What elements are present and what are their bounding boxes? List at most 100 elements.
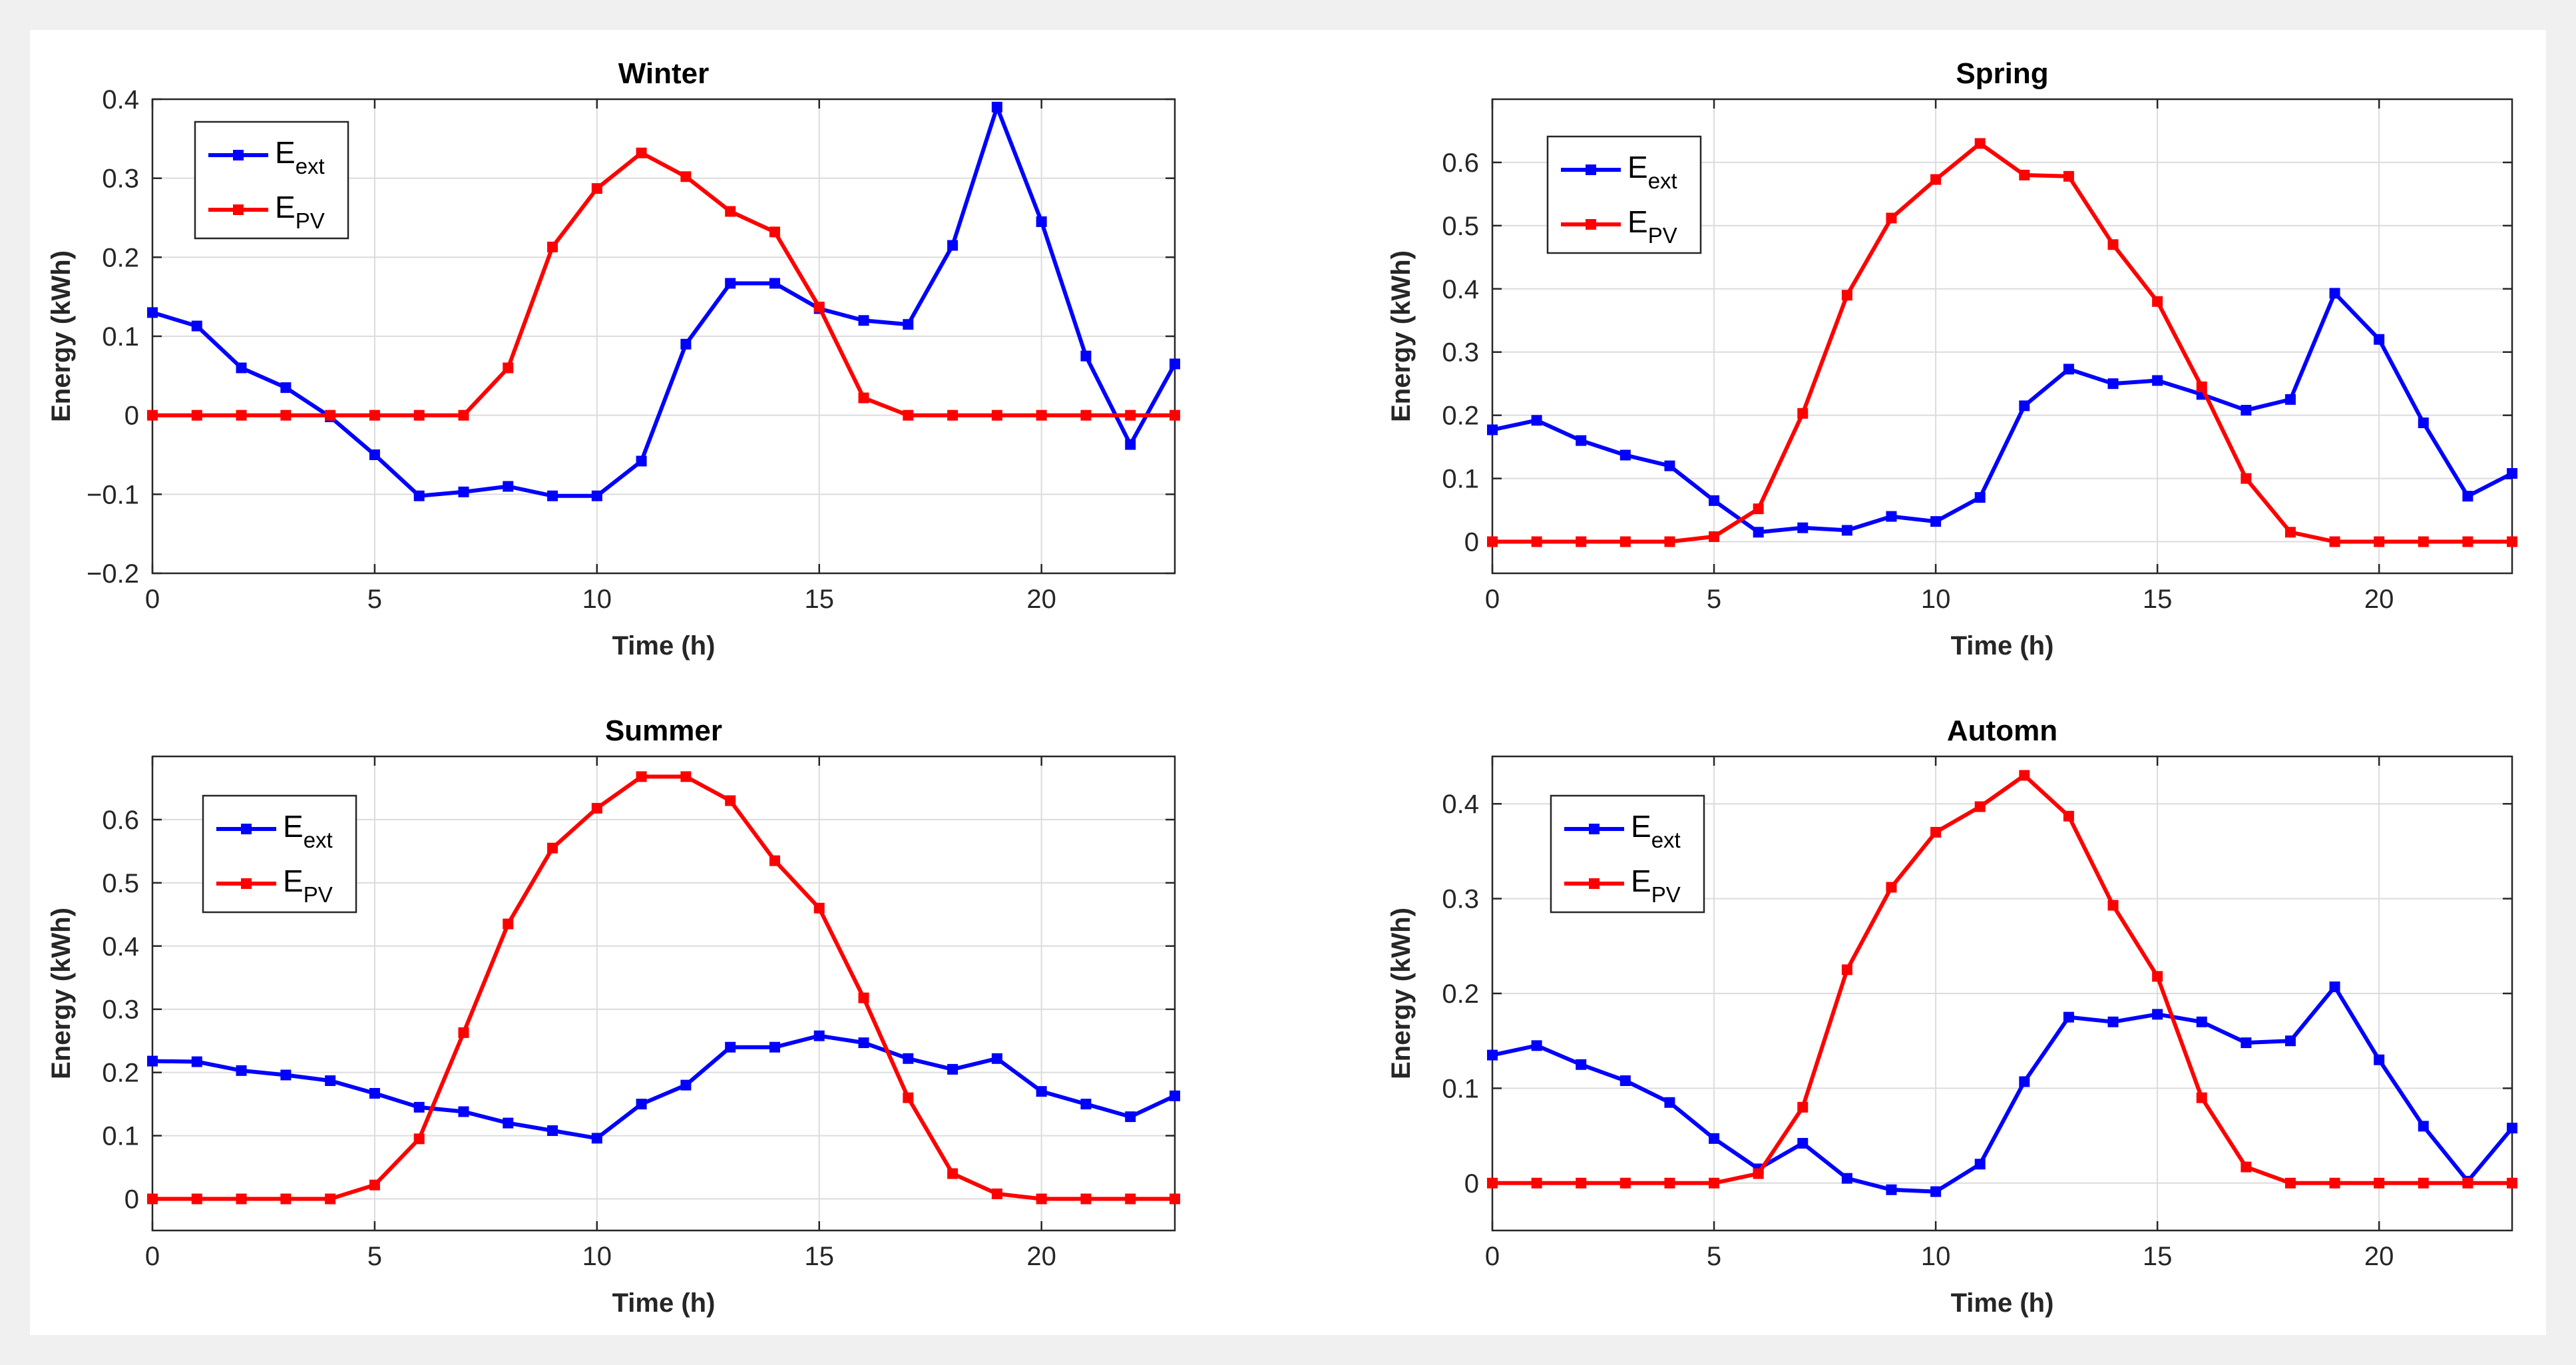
data-point-e-pv	[636, 147, 647, 158]
data-point-e-ext	[2152, 1009, 2163, 1020]
x-tick-label: 0	[1485, 585, 1500, 614]
data-point-e-pv	[1531, 536, 1542, 547]
data-point-e-ext	[1576, 435, 1587, 446]
data-point-e-pv	[1886, 212, 1897, 224]
data-point-e-pv	[680, 771, 692, 782]
data-point-e-pv	[1125, 410, 1136, 421]
legend-box	[194, 121, 349, 240]
data-point-e-ext	[147, 307, 158, 318]
y-tick-label: 0.5	[102, 869, 139, 898]
data-point-e-ext	[1753, 527, 1764, 538]
data-point-e-pv	[191, 410, 202, 421]
x-tick-label: 10	[582, 1242, 612, 1271]
legend-marker-e-pv	[1586, 219, 1596, 230]
data-point-e-ext	[147, 1055, 158, 1067]
data-point-e-ext	[947, 1063, 959, 1075]
data-point-e-ext	[725, 278, 736, 289]
data-point-e-ext	[1974, 492, 1986, 503]
data-point-e-pv	[2507, 536, 2517, 547]
legend-label-subscript: ext	[1651, 828, 1681, 852]
data-point-e-pv	[280, 1193, 292, 1205]
data-point-e-ext	[1531, 415, 1542, 426]
y-axis-label: Energy (kWh)	[47, 908, 76, 1079]
x-axis-label: Time (h)	[1951, 1288, 2054, 1318]
data-point-e-ext	[191, 320, 202, 332]
chart-title: Automn	[1947, 714, 2057, 747]
data-point-e-ext	[903, 319, 914, 330]
data-point-e-ext	[2329, 288, 2340, 299]
chart-spring: 0 5 10 15 20 0 0.1 0.2 0.3 0.4 0.5 0.6 Spring Time (h…	[1387, 57, 2517, 661]
legend-marker-e-ext	[241, 824, 252, 834]
data-point-e-pv	[1930, 826, 1942, 838]
data-point-e-ext	[813, 1030, 825, 1041]
data-point-e-ext	[636, 455, 647, 467]
x-tick-label: 20	[2364, 585, 2394, 614]
chart-title: Summer	[605, 714, 722, 747]
grid	[152, 756, 1175, 1230]
x-tick-label: 0	[145, 585, 160, 614]
data-point-e-ext	[1487, 1049, 1498, 1061]
data-point-e-pv	[1797, 1101, 1809, 1113]
data-point-e-pv	[903, 1092, 914, 1103]
data-point-e-pv	[1841, 290, 1852, 301]
data-point-e-pv	[2418, 1177, 2429, 1189]
data-point-e-pv	[503, 918, 514, 930]
x-tick-label: 20	[1026, 585, 1056, 614]
y-tick-label: −0.2	[87, 559, 139, 589]
data-point-e-pv	[2462, 536, 2473, 547]
data-point-e-ext	[769, 1041, 780, 1053]
data-point-e-pv	[813, 902, 825, 914]
data-point-e-pv	[2462, 1177, 2473, 1189]
legend-label-subscript: ext	[296, 154, 325, 178]
data-point-e-ext	[2284, 1035, 2296, 1047]
data-point-e-ext	[1664, 460, 1675, 471]
y-tick-label: 0.6	[102, 806, 139, 835]
data-point-e-ext	[1080, 350, 1092, 362]
axes-frame	[151, 755, 1176, 1232]
data-point-e-ext	[325, 1075, 336, 1087]
data-point-e-pv	[503, 362, 514, 374]
data-point-e-pv	[2374, 1177, 2385, 1189]
x-tick-label: 10	[582, 585, 612, 614]
y-tick-label: 0	[124, 1185, 139, 1215]
data-point-e-pv	[1036, 1193, 1047, 1205]
data-point-e-ext	[1036, 216, 1047, 227]
chart-title: Winter	[618, 57, 710, 90]
series-line-e-ext	[1492, 291, 2513, 535]
data-point-e-pv	[2284, 1177, 2296, 1189]
y-tick-label: 0.5	[1442, 212, 1479, 241]
figure: 0 5 10 15 20 −0.2 −0.1 0 0.1 0.2 0.3 0.4 Winter Time …	[30, 30, 2546, 1335]
data-point-e-pv	[325, 410, 336, 421]
legend-label-subscript: PV	[296, 208, 325, 233]
x-tick-label: 15	[2143, 585, 2173, 614]
data-point-e-pv	[369, 1179, 380, 1191]
data-point-e-ext	[236, 1065, 247, 1076]
data-point-e-pv	[725, 795, 736, 806]
data-point-e-pv	[725, 206, 736, 217]
data-point-e-pv	[1531, 1177, 1542, 1189]
legend-label-subscript: PV	[1648, 223, 1677, 248]
data-point-e-pv	[2374, 536, 2385, 547]
data-point-e-pv	[1709, 531, 1720, 542]
data-point-e-ext	[1709, 495, 1720, 506]
data-point-e-pv	[2329, 536, 2340, 547]
data-point-e-ext	[1886, 511, 1897, 522]
data-point-e-pv	[1797, 408, 1809, 419]
legend-marker-e-ext	[1586, 164, 1596, 175]
series-line-e-pv	[1492, 141, 2512, 544]
data-point-e-pv	[2284, 527, 2296, 538]
data-point-e-ext	[1797, 522, 1809, 533]
legend-marker-e-ext	[1589, 824, 1600, 834]
data-point-e-ext	[2107, 1016, 2119, 1027]
data-point-e-pv	[413, 1133, 425, 1145]
data-point-e-pv	[547, 241, 558, 252]
data-point-e-ext	[1886, 1184, 1897, 1195]
data-point-e-pv	[1080, 1193, 1092, 1205]
y-tick-label: 0.4	[1442, 790, 1479, 819]
y-tick-label: 0.3	[102, 995, 139, 1025]
y-tick-label: 0	[124, 402, 139, 431]
data-point-e-pv	[1709, 1177, 1720, 1189]
data-point-e-ext	[2152, 375, 2163, 386]
data-point-e-ext	[1080, 1099, 1092, 1110]
